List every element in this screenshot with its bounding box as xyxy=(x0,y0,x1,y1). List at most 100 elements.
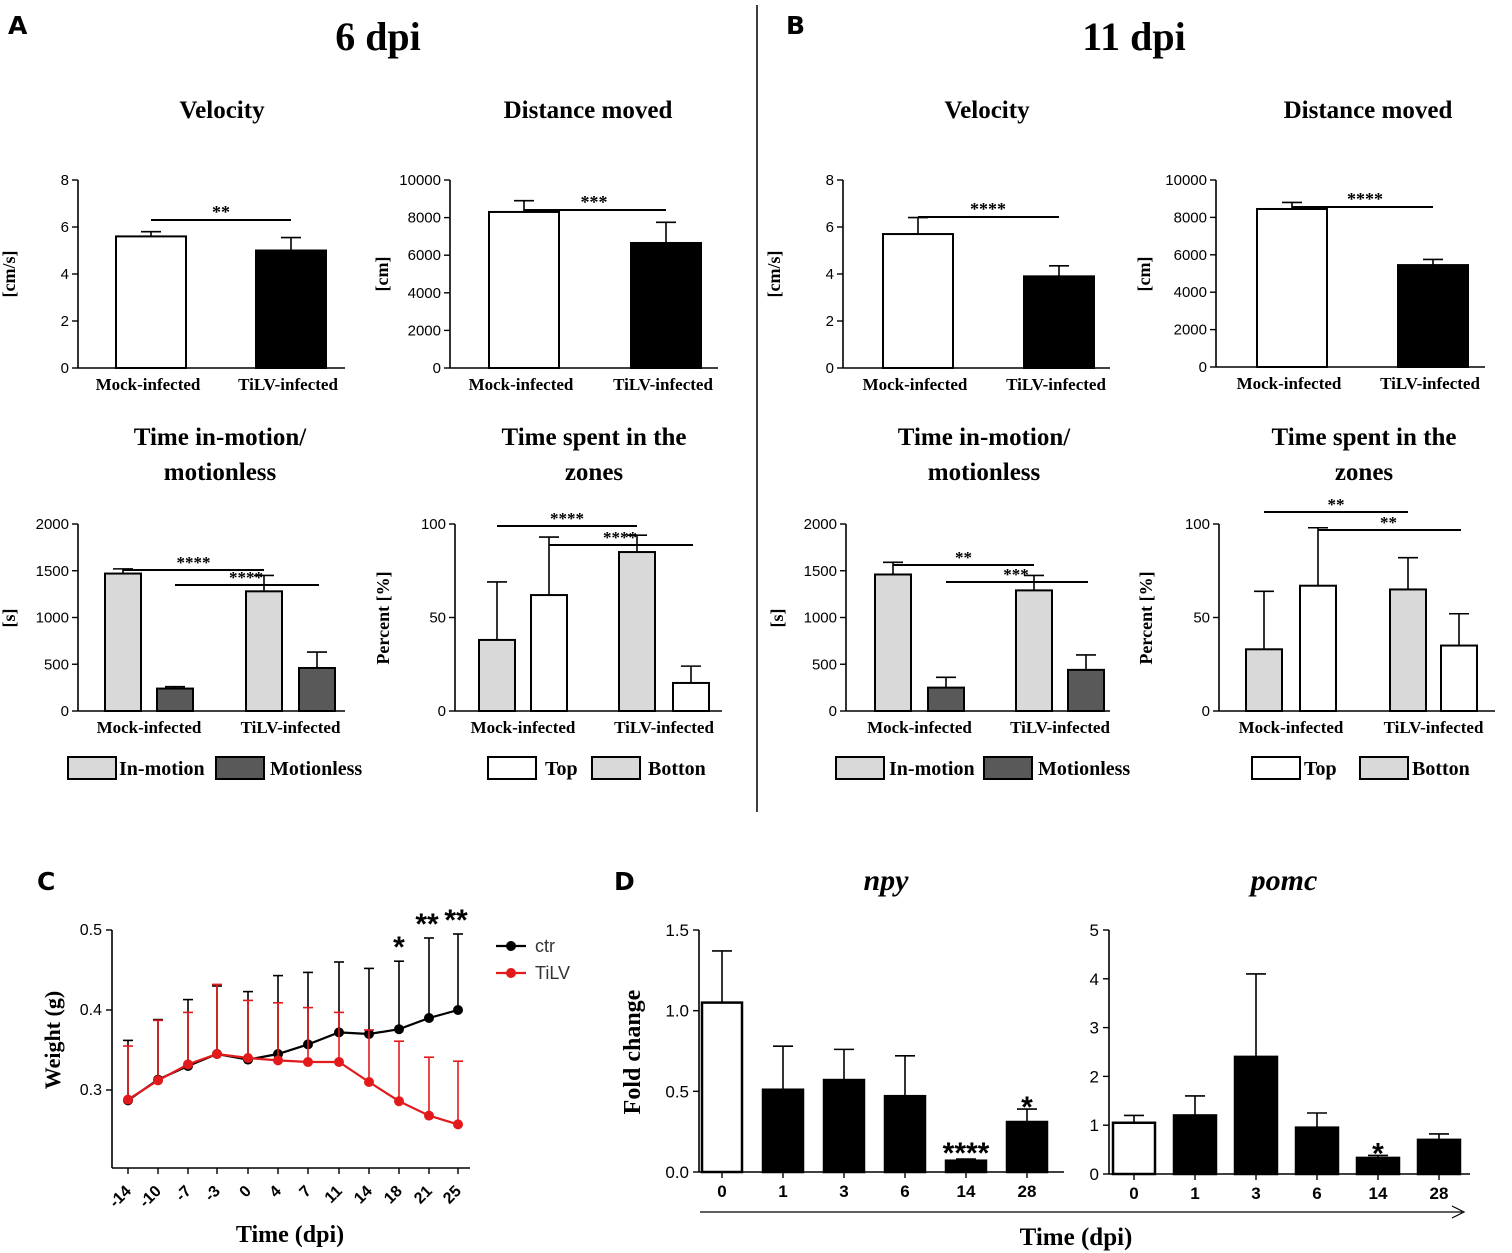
c-weight-legend-label: ctr xyxy=(535,936,555,956)
a-velocity-title: Velocity xyxy=(179,97,265,124)
c-weight-tilv-point xyxy=(153,1075,163,1086)
c-weight-x-axis-label: Time (dpi) xyxy=(236,1222,344,1248)
a-zones-bar xyxy=(672,681,710,713)
a-distance-category-label: TiLV-infected xyxy=(613,375,713,394)
c-weight-tilv-point xyxy=(212,1049,222,1059)
a-velocity-bar xyxy=(255,249,327,369)
d-npy-tick-label: 0.5 xyxy=(665,1082,689,1101)
b-motion-significance-label: *** xyxy=(1003,565,1029,584)
c-weight-tilv-point xyxy=(273,1055,283,1066)
b-zones-title: zones xyxy=(1335,459,1394,486)
b-distance-category-label: TiLV-infected xyxy=(1380,374,1480,393)
c-weight-significance-label: ** xyxy=(444,904,468,937)
a-velocity-tick-label: 6 xyxy=(61,219,69,236)
time-arrow-head xyxy=(1451,1205,1466,1219)
a-velocity-y-axis-label: [cm/s] xyxy=(0,251,19,298)
a-motion-bar xyxy=(245,590,283,713)
b-velocity-tick-label: 6 xyxy=(826,219,834,236)
c-weight-tilv-line xyxy=(127,1052,459,1126)
b-distance-tick-label: 2000 xyxy=(1174,322,1207,339)
d-pomc-tick-label: 3 xyxy=(1090,1019,1099,1038)
a-velocity-category-label: Mock-infected xyxy=(96,375,201,394)
a-motion-bar xyxy=(298,666,336,712)
c-weight-tick-label: 0.5 xyxy=(80,922,102,939)
a-distance-title: Distance moved xyxy=(504,97,673,124)
d-pomc-category-label: 3 xyxy=(1251,1184,1260,1203)
b-zones-significance-label: ** xyxy=(1328,495,1345,514)
d-npy-category-label: 3 xyxy=(839,1182,848,1201)
panel-label-d: D xyxy=(614,867,635,896)
c-weight-tick-label: 0.3 xyxy=(80,1082,102,1099)
d-npy-bar xyxy=(700,1001,744,1174)
d-pomc-tick-label: 4 xyxy=(1090,970,1099,989)
a-zones-bar xyxy=(478,638,516,712)
a-motion-bar xyxy=(104,572,142,712)
c-weight-legend-marker xyxy=(506,941,516,951)
c-weight-tilv-point xyxy=(303,1057,313,1067)
b-zones-title: Time spent in the xyxy=(1272,424,1457,451)
d-pomc-tick-label: 5 xyxy=(1090,921,1099,940)
d-pomc-bar xyxy=(1294,1126,1340,1176)
b-velocity-tick-label: 8 xyxy=(826,172,834,189)
d-pomc-category-label: 1 xyxy=(1190,1184,1199,1203)
d-pomc-bar xyxy=(1172,1114,1218,1176)
b-zones-bar xyxy=(1440,644,1478,712)
d-npy-tick-label: 1.5 xyxy=(665,921,689,940)
a-distance-tick-label: 6000 xyxy=(408,247,441,264)
a-distance-category-label: Mock-infected xyxy=(469,375,574,394)
b-velocity-bar xyxy=(882,233,954,369)
a-distance-tick-label: 10000 xyxy=(399,172,441,189)
a-motion-category-label: Mock-infected xyxy=(97,718,202,737)
b-motion-legend-swatch xyxy=(983,756,1033,780)
c-weight-ctr-point xyxy=(394,1024,404,1035)
d-npy-significance-label: **** xyxy=(943,1137,990,1170)
a-motion-legend-label: In-motion xyxy=(119,758,205,780)
c-weight-legend-marker xyxy=(506,968,516,978)
b-zones-legend-label: Botton xyxy=(1412,758,1470,780)
d-pomc-title: pomc xyxy=(1248,864,1318,897)
c-weight-x-tick-label: 18 xyxy=(381,1183,406,1208)
d-pomc-category-label: 0 xyxy=(1129,1184,1138,1203)
c-weight-tilv-point xyxy=(424,1110,434,1121)
b-motion-y-axis-label: [s] xyxy=(767,609,787,628)
c-weight-x-tick-label: 11 xyxy=(322,1183,346,1207)
d-pomc-tick-label: 1 xyxy=(1090,1116,1099,1135)
a-zones-y-axis-label: Percent [%] xyxy=(373,571,393,664)
c-weight-x-tick-label: 4 xyxy=(267,1183,285,1201)
a-zones-bar xyxy=(618,551,656,712)
a-distance-tick-label: 0 xyxy=(433,360,441,377)
a-distance-bar xyxy=(488,210,560,369)
b-distance-y-axis-label: [cm] xyxy=(1134,257,1154,292)
a-distance-bar xyxy=(630,241,702,369)
d-pomc-bar xyxy=(1111,1121,1157,1176)
d-npy-bar xyxy=(1005,1120,1049,1174)
a-zones-legend-swatch xyxy=(591,756,641,780)
b-zones-tick-label: 50 xyxy=(1193,610,1210,627)
d-x-axis-label: Time (dpi) xyxy=(1020,1224,1133,1251)
b-motion-tick-label: 1500 xyxy=(804,563,837,580)
c-weight-x-tick-label: 14 xyxy=(351,1183,376,1208)
d-npy-category-label: 28 xyxy=(1018,1182,1037,1201)
b-zones-legend-swatch xyxy=(1251,756,1301,780)
b-motion-bar xyxy=(874,573,912,712)
a-motion-tick-label: 500 xyxy=(44,656,69,673)
b-motion-tick-label: 2000 xyxy=(804,516,837,533)
b-distance-title: Distance moved xyxy=(1284,97,1453,124)
b-distance-tick-label: 0 xyxy=(1199,359,1207,376)
d-pomc-category-label: 28 xyxy=(1430,1184,1449,1203)
c-weight-significance-label: ** xyxy=(415,908,439,941)
a-zones-legend-label: Botton xyxy=(648,758,706,780)
b-distance-bar xyxy=(1256,207,1328,368)
a-zones-significance-label: **** xyxy=(550,509,584,528)
b-velocity-tick-label: 2 xyxy=(826,313,834,330)
d-pomc-bar xyxy=(1416,1138,1462,1176)
b-velocity-title: Velocity xyxy=(944,97,1030,124)
b-motion-category-label: Mock-infected xyxy=(867,718,972,737)
c-weight-tilv-point xyxy=(123,1094,133,1105)
b-zones-significance-label: ** xyxy=(1380,513,1397,532)
a-zones-title: Time spent in the xyxy=(502,424,687,451)
a-motion-category-label: TiLV-infected xyxy=(241,718,341,737)
panel-label-c: C xyxy=(37,867,55,896)
b-distance-category-label: Mock-infected xyxy=(1237,374,1342,393)
